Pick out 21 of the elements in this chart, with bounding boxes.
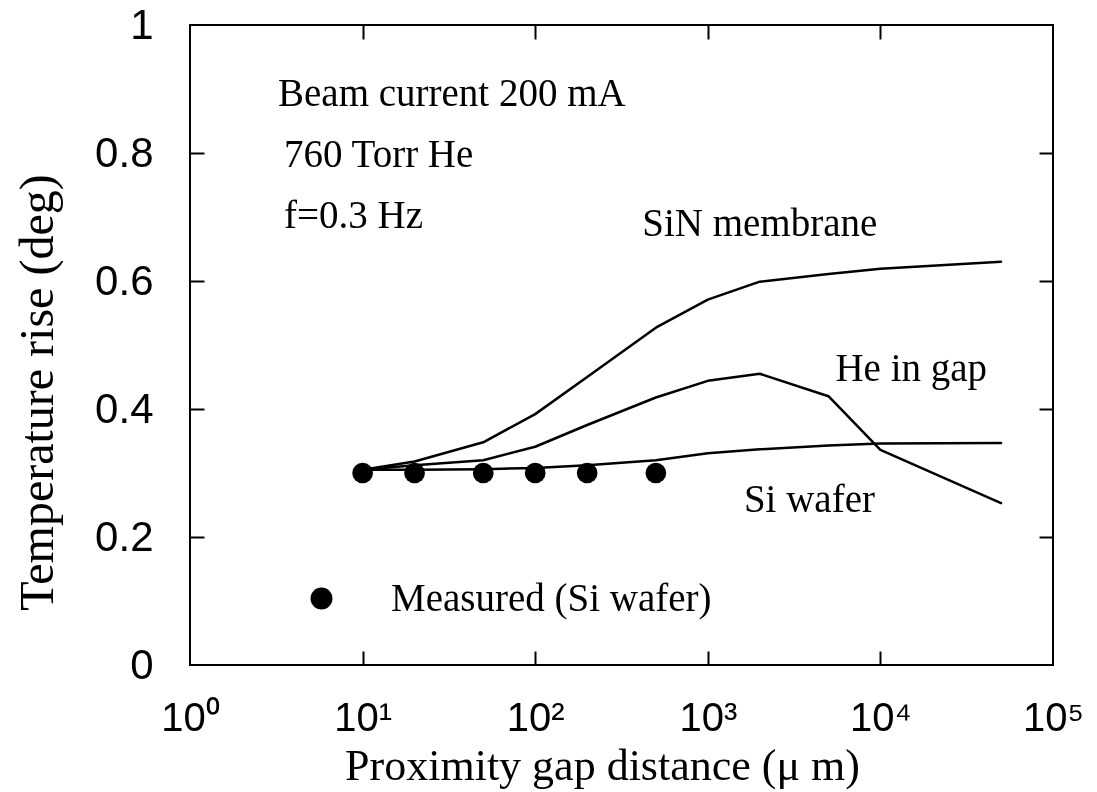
x-tick-label: 10⁵ [1022, 694, 1085, 739]
x-tick-label: 10⁴ [850, 694, 912, 739]
x-tick-label: 10² [506, 694, 565, 739]
legend-label: Measured (Si wafer) [391, 575, 712, 620]
annotation: f=0.3 Hz [284, 193, 423, 236]
y-axis-title: Temperature rise (deg) [9, 174, 64, 611]
series-label: SiN membrane [642, 200, 878, 244]
y-tick-label: 0.4 [95, 384, 154, 432]
y-tick-label: 1 [130, 0, 154, 48]
y-tick-label: 0.8 [95, 128, 154, 176]
x-tick-label: 10³ [679, 694, 738, 739]
x-tick-label: 10⁰ [161, 694, 220, 739]
y-tick-label: 0.6 [95, 256, 154, 304]
series-label: He in gap [835, 346, 988, 391]
annotation: 760 Torr He [284, 132, 474, 175]
series-label: Si wafer [743, 477, 875, 521]
annotation: Beam current 200 mA [278, 71, 626, 114]
x-axis-title: Proximity gap distance (μ m) [345, 740, 860, 790]
y-tick-label: 0 [130, 640, 154, 688]
x-tick-label: 10¹ [334, 694, 393, 739]
y-tick-label: 0.2 [95, 512, 154, 560]
